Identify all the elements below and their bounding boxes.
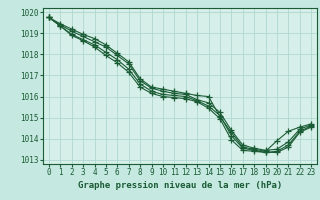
X-axis label: Graphe pression niveau de la mer (hPa): Graphe pression niveau de la mer (hPa) xyxy=(78,181,282,190)
